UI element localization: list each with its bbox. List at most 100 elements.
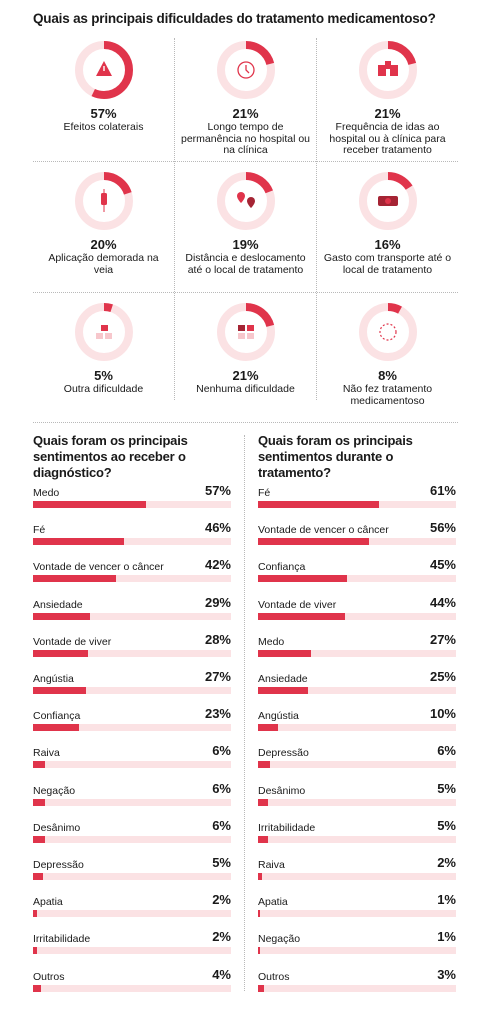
- bar-value-label: 23%: [204, 706, 231, 722]
- bar-category-label: Depressão: [33, 859, 84, 871]
- bar: [258, 724, 278, 732]
- donut-value-arc: [359, 172, 417, 230]
- bar-track: [33, 947, 231, 955]
- bar-category-label: Angústia: [258, 710, 299, 723]
- bar-category-label: Depressão: [258, 747, 309, 760]
- difficulty-percent: 16%: [374, 237, 401, 252]
- difficulty-label: Aplicação demorada na veia: [48, 252, 159, 276]
- icon-group: [96, 61, 112, 76]
- bar: [258, 835, 268, 843]
- donut-value-arc: [75, 303, 133, 361]
- bar-row: Angústia 10%: [258, 706, 456, 743]
- bar-track: [258, 947, 456, 955]
- bar-value-label: 27%: [204, 669, 231, 684]
- bar-category-label: Outros: [258, 970, 290, 983]
- bar-value-label: 28%: [204, 631, 231, 647]
- bar-value-label: 2%: [212, 892, 231, 908]
- bar-track: [33, 538, 231, 546]
- bar-category-label: Vontade de vencer o câncer: [258, 524, 389, 537]
- bar: [258, 687, 308, 694]
- donut-value-arc: [217, 41, 275, 99]
- bar-track: [33, 612, 231, 620]
- difficulty-percent: 21%: [232, 106, 259, 121]
- difficulty-label: Frequência de idas ao hospital ou à clín…: [329, 121, 446, 156]
- bar: [33, 835, 45, 843]
- icon-group: [379, 323, 397, 341]
- difficulty-label: Gasto com transporte até o local de trat…: [323, 252, 452, 276]
- bar-value-label: 1%: [437, 892, 456, 908]
- bar: [258, 984, 264, 992]
- bar-category-label: Raiva: [258, 859, 285, 871]
- bar-row: Confiança 23%: [33, 706, 231, 743]
- bar-track: [33, 575, 231, 583]
- difficulty-label: Distância e deslocamento até o local de …: [185, 252, 306, 276]
- bar-category-label: Apatia: [258, 896, 288, 909]
- grid-vline-1: [174, 38, 175, 400]
- grid-hline-2: [33, 292, 458, 293]
- difficulty-item: 16% Gasto com transporte até o local de t…: [317, 161, 458, 287]
- bar: [33, 612, 91, 620]
- icon-group: [101, 189, 107, 212]
- bar-row: Vontade de vencer o câncer 42%: [33, 557, 231, 594]
- bar-row: Angústia 27%: [33, 669, 231, 706]
- bar-row: Negação 1%: [258, 929, 456, 966]
- donut-chart: [75, 41, 133, 99]
- bar-value-label: 42%: [204, 557, 231, 573]
- icon-group: [378, 61, 398, 76]
- bar-value-label: 10%: [429, 706, 456, 722]
- difficulty-item: 21% Frequência de idas ao hospital ou à c…: [317, 30, 458, 156]
- bar-category-label: Fé: [33, 524, 46, 537]
- bar-track: [258, 873, 456, 880]
- bar-track: [258, 835, 456, 843]
- bar-value-label: 61%: [429, 483, 456, 498]
- bar: [33, 798, 45, 806]
- difficulty-item: 21% Nenhuma dificuldade: [175, 292, 316, 418]
- donut-value-arc: [75, 41, 133, 99]
- section-divider: [33, 422, 458, 423]
- bar-value-label: 6%: [212, 817, 231, 833]
- bar-track: [258, 501, 456, 508]
- bar-value-label: 46%: [204, 520, 231, 536]
- dashed-circle-icon: [379, 323, 397, 341]
- donut-chart: [75, 303, 133, 361]
- bar: [33, 724, 79, 732]
- bar-category-label: Irritabilidade: [33, 933, 91, 946]
- icon-group: [237, 192, 255, 208]
- map-pin-icon: [237, 192, 245, 203]
- bar-category-label: Vontade de vencer o câncer: [33, 561, 164, 574]
- bar-row: Ansiedade 29%: [33, 595, 231, 632]
- donut-chart: [75, 172, 133, 230]
- bar-category-label: Negação: [258, 933, 301, 946]
- donut-chart: [359, 303, 417, 361]
- bar-row: Fé 46%: [33, 520, 231, 557]
- bar: [33, 873, 43, 880]
- icon-group: [237, 61, 255, 79]
- bar-track: [258, 798, 456, 806]
- grid-hline-1: [33, 161, 458, 162]
- bar-track: [33, 687, 231, 694]
- bar-row: Medo 27%: [258, 632, 456, 669]
- bar-track: [258, 761, 456, 769]
- sentiments-diagnosis-title: Quais foram os principais sentimentos ao…: [33, 433, 188, 480]
- difficulty-percent: 20%: [90, 237, 117, 252]
- bar-category-label: Negação: [33, 784, 76, 797]
- bar-value-label: 5%: [212, 855, 231, 870]
- bar-category-label: Outros: [33, 970, 65, 983]
- bar: [258, 538, 369, 546]
- difficulty-label: Não fez tratamento medicamentoso: [342, 383, 433, 407]
- bar: [258, 947, 260, 955]
- difficulty-percent: 21%: [374, 106, 401, 121]
- difficulty-percent: 57%: [90, 106, 117, 121]
- bar-chart-treatment: Fé 61% Vontade de vencer o câncer 56% Confia…: [258, 483, 456, 1003]
- donut-value-arc: [217, 172, 275, 230]
- column-divider: [244, 435, 245, 991]
- bar-row: Raiva 6%: [33, 743, 231, 780]
- bar: [33, 947, 37, 955]
- bar-row: Vontade de viver 44%: [258, 595, 456, 632]
- bar-category-label: Angústia: [33, 673, 74, 685]
- bar: [33, 649, 89, 657]
- difficulty-percent: 8%: [378, 368, 397, 383]
- bar: [258, 575, 348, 583]
- bar: [33, 984, 41, 992]
- bar: [258, 761, 270, 769]
